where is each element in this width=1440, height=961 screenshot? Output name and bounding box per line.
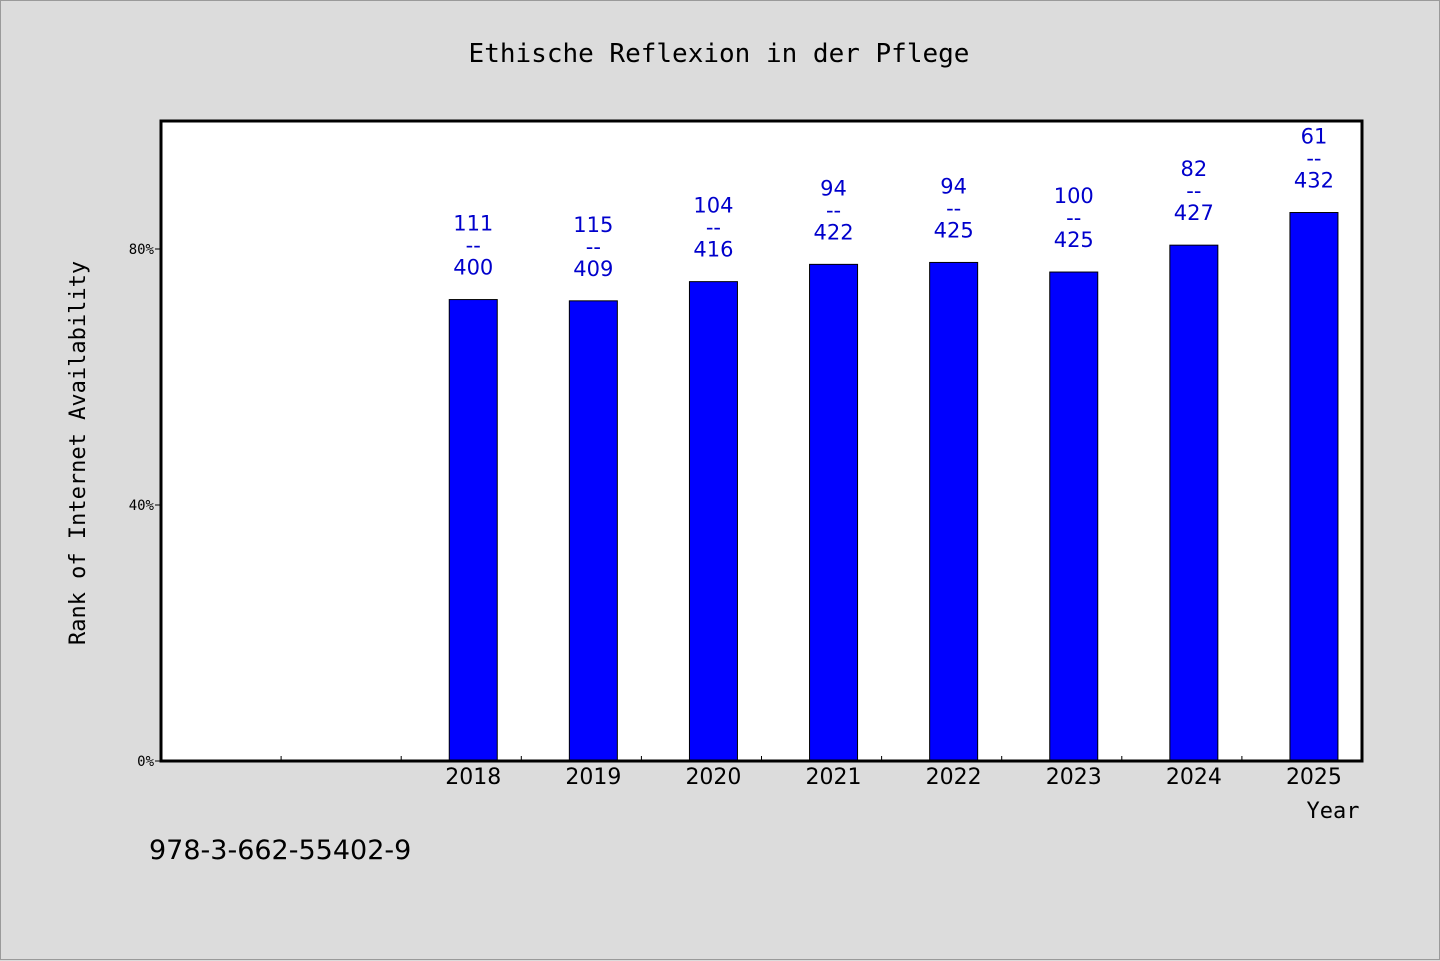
x-tick-label: 2019 (565, 765, 621, 790)
y-axis-ticks: 0% 40% 80% (129, 242, 161, 770)
data-label: 100 (1054, 184, 1094, 208)
y-tick-label: 80% (129, 242, 155, 258)
bar (688, 281, 738, 762)
x-tick-label: 2025 (1286, 765, 1342, 790)
data-label-separator: -- (466, 234, 481, 258)
bar (448, 299, 498, 762)
chart-title: Ethische Reflexion in der Pflege (469, 39, 970, 69)
data-label: 115 (573, 213, 613, 237)
data-label: 82 (1180, 157, 1207, 181)
data-label-separator: -- (706, 216, 721, 240)
isbn-text: 978-3-662-55402-9 (149, 835, 412, 866)
x-tick-label: 2020 (685, 765, 741, 790)
bar (1169, 244, 1219, 762)
y-tick-label: 0% (137, 754, 154, 770)
bar (1289, 212, 1339, 762)
x-tick-label: 2021 (806, 765, 862, 790)
data-label-separator: -- (1186, 179, 1201, 203)
bars-group (448, 212, 1339, 762)
data-label-separator: -- (586, 235, 601, 259)
data-label: 432 (1294, 169, 1334, 193)
x-tick-label: 2024 (1166, 765, 1222, 790)
data-label: 400 (453, 256, 493, 280)
data-label-separator: -- (1066, 206, 1081, 230)
bar (568, 300, 618, 762)
x-axis-label: Year (1307, 799, 1360, 824)
data-label: 111 (453, 212, 493, 236)
data-label: 425 (934, 218, 974, 242)
data-label: 409 (573, 257, 613, 281)
bar (929, 261, 979, 762)
y-axis-label: Rank of Internet Availability (66, 261, 91, 645)
x-tick-label: 2023 (1046, 765, 1102, 790)
data-label: 422 (814, 220, 854, 244)
data-label-separator: -- (1306, 147, 1321, 171)
data-labels-group: 111--400115--409104--41694--42294--42510… (453, 125, 1334, 281)
x-tick-label: 2022 (926, 765, 982, 790)
data-label: 416 (693, 238, 733, 262)
data-label: 425 (1054, 228, 1094, 252)
data-label: 104 (693, 194, 733, 218)
bar (1049, 271, 1099, 762)
bar (809, 263, 859, 762)
plot-area (161, 121, 1362, 761)
y-tick-label: 40% (129, 498, 155, 514)
x-axis-ticks: 2018 2019 2020 2021 2022 2023 2024 2025 (280, 756, 1342, 790)
data-label-separator: -- (946, 196, 961, 220)
data-label: 94 (940, 174, 967, 198)
data-label: 427 (1174, 201, 1214, 225)
data-label: 94 (820, 176, 847, 200)
x-tick-label: 2018 (445, 765, 501, 790)
data-label-separator: -- (826, 198, 841, 222)
data-label: 61 (1301, 125, 1328, 149)
